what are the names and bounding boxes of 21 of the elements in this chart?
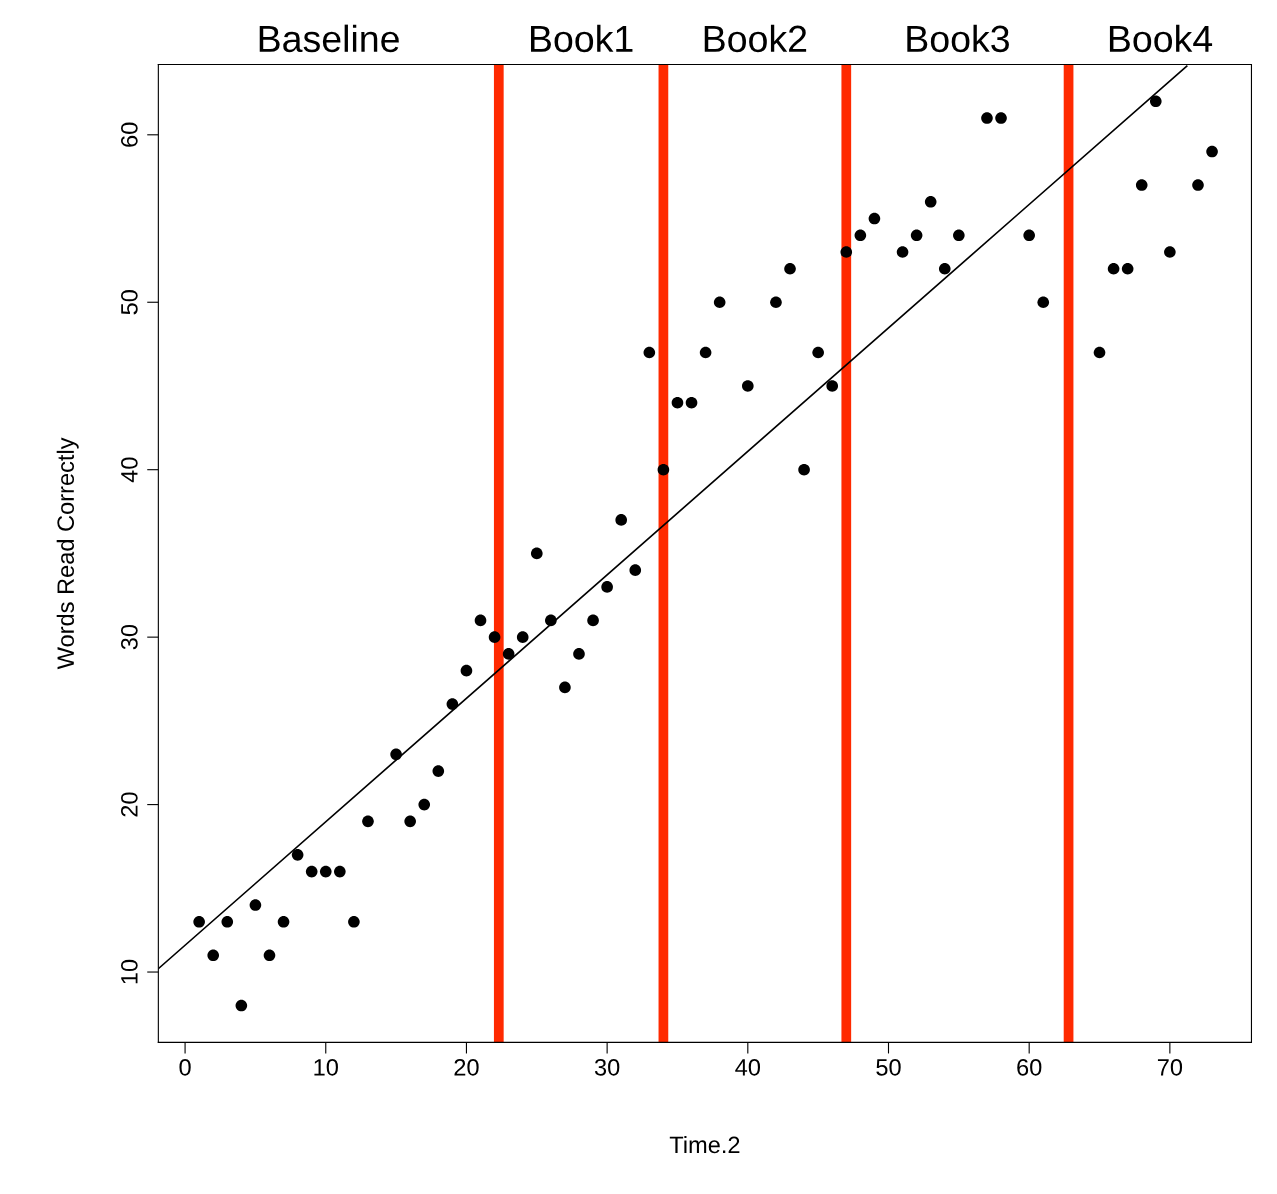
x-tick-label: 70 xyxy=(1157,1058,1183,1076)
y-tick-label: 10 xyxy=(120,959,138,984)
x-tick-label: 10 xyxy=(314,1058,338,1076)
y-tick-label: 20 xyxy=(120,792,138,817)
y-tick-label: 60 xyxy=(120,122,138,147)
text: Book2 xyxy=(704,24,807,53)
x-tick-label: 30 xyxy=(594,1058,620,1076)
y-axis-title: Words Read Correctly xyxy=(56,437,79,670)
x-axis-title: Time.2 xyxy=(669,1135,740,1154)
y-tick-label: 50 xyxy=(120,290,138,315)
text: Book1 xyxy=(531,24,633,53)
text: Book4 xyxy=(1109,24,1213,53)
y-tick-label: 30 xyxy=(120,624,138,650)
x-tick-label: 0 xyxy=(179,1058,191,1076)
text: Book3 xyxy=(907,24,1009,53)
x-tick-label: 50 xyxy=(876,1058,901,1076)
text: Baseline xyxy=(259,24,399,53)
x-tick-label: 20 xyxy=(454,1058,479,1076)
x-tick-label: 40 xyxy=(735,1058,761,1076)
y-tick-label: 40 xyxy=(120,457,138,483)
x-tick-label: 60 xyxy=(1017,1058,1042,1076)
